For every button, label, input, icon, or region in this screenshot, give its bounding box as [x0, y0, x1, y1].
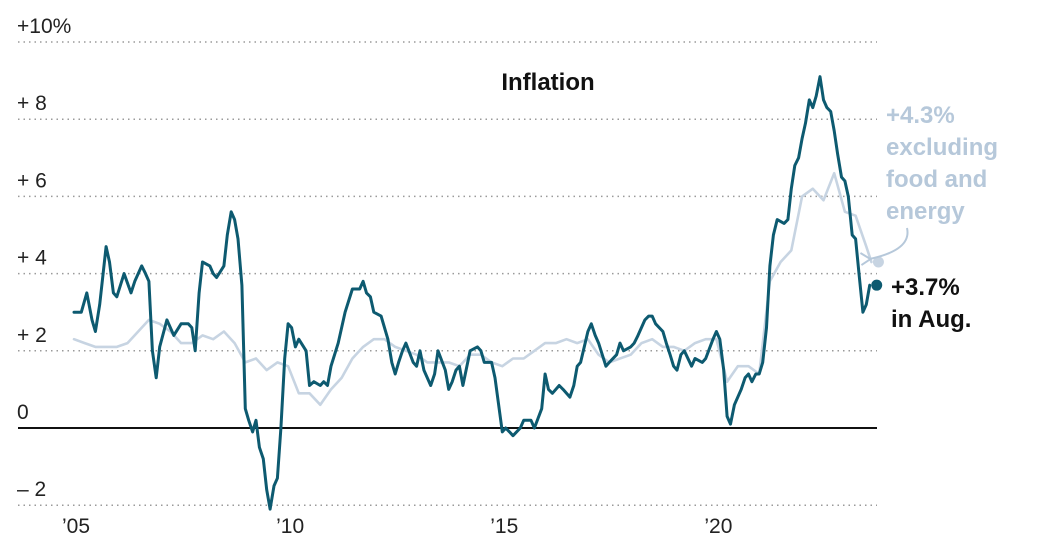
x-axis-ticks: ’05 ’10 ’15 ’20	[62, 515, 732, 538]
core-annotation-arrow	[869, 227, 909, 260]
y-tick-label: – 2	[17, 478, 46, 501]
headline-annotation-line: in Aug.	[891, 306, 971, 333]
headline-inflation-line	[72, 75, 872, 511]
x-tick-label: ’20	[704, 515, 732, 538]
y-tick-label: + 6	[17, 169, 47, 192]
y-tick-label: + 2	[17, 324, 47, 347]
annotations: +4.3% excluding food and energy +3.7% in Aug.	[859, 102, 998, 333]
core-annotation-line: food and	[886, 166, 987, 193]
series-lines	[72, 75, 884, 511]
chart-title: Inflation	[501, 69, 594, 96]
core-end-dot	[872, 256, 884, 268]
core-annotation-line: excluding	[886, 134, 998, 161]
grid-lines	[18, 41, 877, 506]
headline-annotation: +3.7% in Aug.	[891, 274, 971, 333]
x-tick-label: ’15	[490, 515, 518, 538]
core-annotation-line: +4.3%	[886, 102, 955, 129]
core-annotation-line: energy	[886, 198, 965, 225]
headline-annotation-line: +3.7%	[891, 274, 960, 301]
y-tick-label: + 4	[17, 247, 47, 270]
y-tick-label: +10%	[17, 15, 71, 38]
x-tick-label: ’10	[276, 515, 304, 538]
headline-end-dot	[871, 279, 883, 291]
y-axis-ticks: +10% + 8 + 6 + 4 + 2 0 – 2	[17, 15, 71, 501]
y-tick-label: + 8	[17, 92, 47, 115]
x-tick-label: ’05	[62, 515, 90, 538]
y-tick-label: 0	[17, 401, 29, 424]
core-inflation-line	[72, 171, 873, 407]
core-annotation: +4.3% excluding food and energy	[886, 102, 998, 225]
core-annotation-arrowhead	[859, 252, 873, 266]
